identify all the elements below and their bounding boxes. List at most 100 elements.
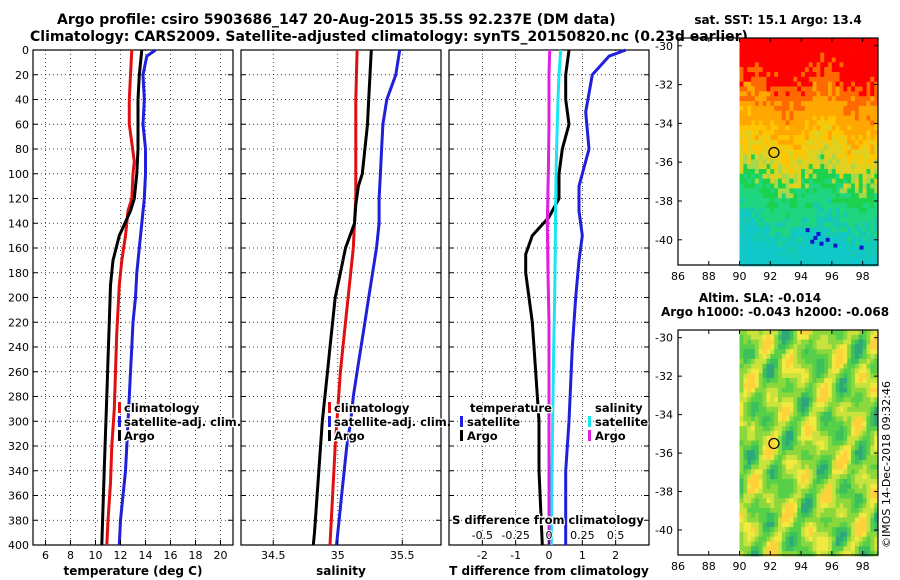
- heatmap-cell: [770, 96, 775, 102]
- heatmap-cell: [754, 169, 760, 175]
- heatmap-cell: [751, 38, 756, 44]
- heatmap-cell: [747, 522, 752, 528]
- heatmap-cell: [758, 435, 764, 442]
- heatmap-cell: [851, 207, 856, 214]
- heatmap-cell: [812, 354, 817, 360]
- heatmap-cell: [812, 464, 817, 470]
- heatmap-cell: [785, 464, 790, 470]
- heatmap-cell: [758, 474, 764, 480]
- heatmap-cell: [797, 115, 802, 121]
- heatmap-cell: [851, 246, 856, 252]
- heatmap-cell: [804, 173, 810, 180]
- x-tick-label: 90: [733, 560, 747, 573]
- heatmap-cell: [854, 236, 860, 243]
- heatmap-cell: [835, 378, 840, 384]
- heatmap-cell: [770, 101, 775, 107]
- heatmap-cell: [828, 159, 833, 165]
- heatmap-cell: [739, 507, 744, 514]
- heatmap-cell: [747, 154, 752, 160]
- heatmap-cell: [808, 91, 814, 97]
- heatmap-cell: [778, 236, 783, 243]
- heatmap-cell: [828, 354, 833, 360]
- heatmap-cell: [754, 188, 760, 194]
- heatmap-cell: [835, 76, 840, 83]
- heatmap-cell: [812, 154, 817, 160]
- heatmap-cell: [812, 440, 817, 446]
- heatmap-cell: [781, 72, 787, 78]
- heatmap-cell: [858, 378, 864, 384]
- heatmap-cell: [831, 421, 837, 427]
- heatmap-cell: [839, 251, 844, 257]
- heatmap-cell: [820, 261, 825, 267]
- heatmap-cell: [778, 512, 783, 518]
- heatmap-cell: [866, 330, 871, 336]
- heatmap-cell: [824, 349, 829, 355]
- heatmap-cell: [743, 431, 748, 437]
- heatmap-cell: [851, 251, 856, 257]
- heatmap-cell: [851, 101, 856, 107]
- heatmap-cell: [851, 130, 856, 136]
- heatmap-cell: [789, 416, 794, 422]
- heatmap-cell: [839, 402, 844, 408]
- heatmap-cell: [801, 416, 806, 422]
- heatmap-cell: [774, 507, 779, 514]
- heatmap-cell: [774, 183, 779, 189]
- heatmap-cell: [747, 527, 752, 533]
- heatmap-cell: [793, 198, 798, 204]
- heatmap-cell: [812, 479, 817, 485]
- heatmap-cell: [820, 52, 825, 58]
- heatmap-cell: [758, 498, 764, 504]
- heatmap-cell: [851, 387, 856, 393]
- heatmap-cell: [808, 358, 814, 365]
- heatmap-cell: [793, 91, 798, 97]
- heatmap-cell: [747, 421, 752, 427]
- heatmap-cell: [831, 469, 837, 475]
- heatmap-cell: [766, 125, 771, 131]
- heatmap-cell: [754, 426, 760, 432]
- heatmap-cell: [793, 349, 798, 355]
- heatmap-cell: [766, 354, 771, 360]
- heatmap-cell: [816, 421, 821, 427]
- heatmap-cell: [847, 246, 852, 252]
- heatmap-cell: [870, 541, 875, 547]
- heatmap-cell: [762, 227, 767, 233]
- heatmap-cell: [778, 368, 783, 374]
- heatmap-cell: [851, 144, 856, 150]
- heatmap-cell: [789, 42, 794, 49]
- heatmap-cell: [797, 81, 802, 87]
- heatmap-cell: [862, 198, 867, 204]
- heatmap-cell: [774, 363, 779, 369]
- heatmap-cell: [793, 62, 798, 68]
- heatmap-cell: [854, 373, 860, 379]
- heatmap-cell: [754, 440, 760, 446]
- heatmap-cell: [824, 212, 829, 218]
- heatmap-cell: [828, 330, 833, 336]
- heatmap-cell: [808, 47, 814, 53]
- heatmap-cell: [847, 207, 852, 214]
- heatmap-cell: [851, 115, 856, 121]
- heatmap-cell: [843, 431, 848, 437]
- heatmap-cell: [789, 483, 794, 490]
- heatmap-cell: [801, 212, 806, 218]
- heatmap-cell: [751, 363, 756, 369]
- heatmap-cell: [762, 459, 767, 466]
- heatmap-cell: [843, 256, 848, 262]
- heatmap-cell: [808, 217, 814, 223]
- heatmap-cell: [854, 183, 860, 189]
- heatmap-cell: [835, 115, 840, 121]
- heatmap-cell: [820, 459, 825, 466]
- y-tick-label: 40: [15, 94, 29, 107]
- heatmap-cell: [762, 483, 767, 490]
- heatmap-cell: [843, 52, 848, 58]
- heatmap-cell: [808, 382, 814, 389]
- heatmap-cell: [820, 193, 825, 199]
- heatmap-cell: [870, 378, 875, 384]
- heatmap-cell: [743, 392, 748, 398]
- heatmap-cell: [847, 110, 852, 117]
- heatmap-cell: [785, 421, 790, 427]
- heatmap-cell: [801, 241, 806, 247]
- heatmap-cell: [874, 483, 879, 490]
- heatmap-cell: [862, 139, 867, 146]
- heatmap-cell: [874, 232, 879, 238]
- heatmap-cell: [785, 445, 790, 451]
